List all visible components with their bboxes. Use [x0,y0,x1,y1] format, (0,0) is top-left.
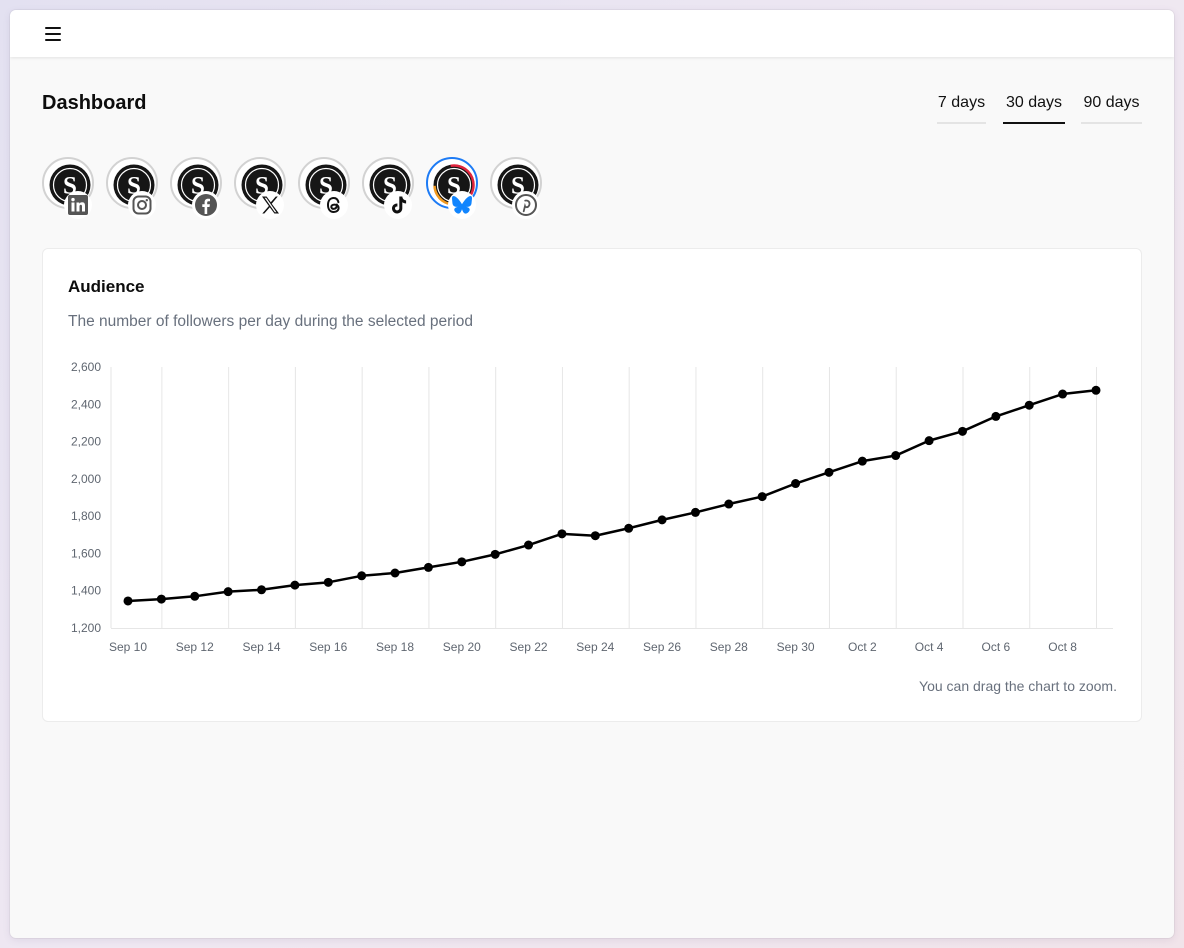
x-tick-label: Sep 30 [777,640,815,654]
audience-card: Audience The number of followers per day… [42,248,1142,722]
account-linkedin[interactable]: S [42,157,94,219]
y-tick-label: 2,000 [71,472,101,486]
data-point [857,456,867,466]
data-point [924,436,934,446]
tab-90-days[interactable]: 90 days [1081,92,1142,124]
hamburger-menu-icon[interactable] [43,25,63,43]
x-tick-label: Sep 22 [510,640,548,654]
data-point [757,492,767,502]
y-tick-label: 1,200 [71,621,101,635]
data-point [123,596,133,606]
bluesky-icon [448,191,476,219]
account-tiktok[interactable]: S [362,157,414,219]
data-point [223,587,233,597]
data-point [724,499,734,509]
data-point [290,580,300,590]
zoom-hint: You can drag the chart to zoom. [919,678,1117,694]
data-point [190,591,200,601]
account-x[interactable]: S [234,157,286,219]
data-point [490,549,500,559]
x-tick-label: Sep 10 [109,640,147,654]
data-point [991,411,1001,421]
data-point [457,557,467,567]
data-point [557,529,567,539]
x-tick-label: Oct 4 [915,640,944,654]
y-tick-label: 1,400 [71,584,101,598]
data-point [156,594,166,604]
tab-7-days[interactable]: 7 days [937,92,986,124]
x-tick-label: Sep 20 [443,640,481,654]
data-point [690,507,700,517]
x-tick-label: Sep 14 [242,640,280,654]
threads-icon [320,191,348,219]
linkedin-icon [64,191,92,219]
data-point [657,515,667,525]
x-tick-label: Sep 28 [710,640,748,654]
y-tick-label: 2,600 [71,360,101,374]
y-tick-label: 1,800 [71,509,101,523]
account-pinterest[interactable]: S [490,157,542,219]
data-point [423,562,433,572]
x-tick-label: Sep 26 [643,640,681,654]
x-tick-label: Sep 18 [376,640,414,654]
data-point [791,479,801,489]
series-line [127,389,1097,603]
account-instagram[interactable]: S [106,157,158,219]
audience-subtitle: The number of followers per day during t… [68,313,473,330]
x-icon [256,191,284,219]
x-tick-label: Sep 12 [176,640,214,654]
y-tick-label: 1,600 [71,546,101,560]
data-point [891,451,901,461]
data-point [957,426,967,436]
page-title: Dashboard [42,92,147,114]
data-point [624,523,634,533]
data-point [1091,385,1101,395]
x-tick-label: Oct 2 [848,640,877,654]
account-threads[interactable]: S [298,157,350,219]
data-point [257,585,267,595]
x-tick-label: Sep 16 [309,640,347,654]
data-point [524,540,534,550]
data-point [390,568,400,578]
pinterest-icon [512,191,540,219]
x-tick-label: Sep 24 [576,640,614,654]
audience-line-chart[interactable]: 1,200 1,400 1,600 1,800 2,000 2,200 2,400 2,600… [43,249,1141,669]
audience-title: Audience [68,277,145,296]
y-tick-label: 2,200 [71,435,101,449]
avatar: S [106,157,158,209]
tiktok-icon [384,191,412,219]
data-point [357,571,367,581]
account-facebook[interactable]: S [170,157,222,219]
data-point [1058,389,1068,399]
data-point [590,531,600,541]
data-point [323,577,333,587]
account-bluesky[interactable]: S [426,157,478,219]
y-tick-label: 2,400 [71,397,101,411]
x-tick-label: Oct 6 [982,640,1011,654]
top-bar [10,10,1174,57]
x-tick-label: Oct 8 [1048,640,1077,654]
instagram-icon [128,191,156,219]
data-point [824,467,834,477]
facebook-icon [192,191,220,219]
data-point [1024,400,1034,410]
tab-30-days[interactable]: 30 days [1003,92,1065,124]
